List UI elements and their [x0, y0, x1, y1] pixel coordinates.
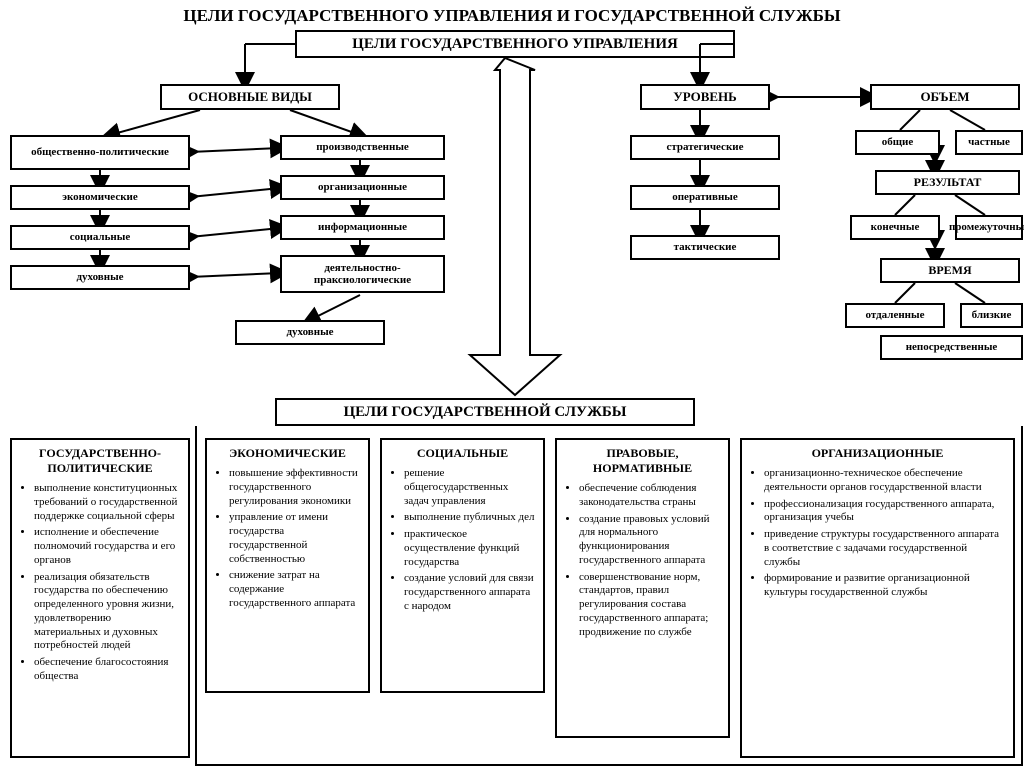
level-operative: оперативные: [630, 185, 780, 210]
goal-social-header: СОЦИАЛЬНЫЕ: [390, 446, 535, 461]
type-social-political: общественно-политические: [10, 135, 190, 170]
goal-economic: ЭКОНОМИЧЕСКИЕ повышение эффективности го…: [205, 438, 370, 693]
level-tactical: тактические: [630, 235, 780, 260]
goal-political-item: исполнение и обеспечение полномочий госу…: [34, 526, 180, 567]
level-header: УРОВЕНЬ: [640, 84, 770, 110]
subtitle-1: ЦЕЛИ ГОСУДАРСТВЕННОГО УПРАВЛЕНИЯ: [295, 30, 735, 58]
goal-social-item: создание условий для связи государственн…: [404, 572, 535, 613]
time-near: близкие: [960, 303, 1023, 328]
goal-economic-header: ЭКОНОМИЧЕСКИЕ: [215, 446, 360, 461]
goal-organizational: ОРГАНИЗАЦИОННЫЕ организационно-техническ…: [740, 438, 1015, 758]
time-header: ВРЕМЯ: [880, 258, 1020, 283]
goal-political: ГОСУДАРСТВЕННО-ПОЛИТИЧЕСКИЕ выполнение к…: [10, 438, 190, 758]
type-spiritual-2: духовные: [235, 320, 385, 345]
type-spiritual: духовные: [10, 265, 190, 290]
type-organizational: организационные: [280, 175, 445, 200]
time-distant: отдаленные: [845, 303, 945, 328]
type-social: социальные: [10, 225, 190, 250]
time-immediate: непосредственные: [880, 335, 1023, 360]
goal-organizational-header: ОРГАНИЗАЦИОННЫЕ: [750, 446, 1005, 461]
volume-header: ОБЪЕМ: [870, 84, 1020, 110]
volume-general: общие: [855, 130, 940, 155]
result-header: РЕЗУЛЬТАТ: [875, 170, 1020, 195]
goal-organizational-item: приведение структуры государственного ап…: [764, 528, 1005, 569]
goal-political-item: реализация обязательств государства по о…: [34, 571, 180, 654]
type-activity-prax: деятельностно-праксиологические: [280, 255, 445, 293]
goal-political-item: обеспечение благосостояния общества: [34, 656, 180, 684]
main-title: ЦЕЛИ ГОСУДАРСТВЕННОГО УПРАВЛЕНИЯ И ГОСУД…: [100, 6, 924, 26]
goal-organizational-item: организационно-техническое обеспечение д…: [764, 467, 1005, 495]
goal-organizational-item: профессионализация государственного аппа…: [764, 498, 1005, 526]
type-informational: информационные: [280, 215, 445, 240]
subtitle-2: ЦЕЛИ ГОСУДАРСТВЕННОЙ СЛУЖБЫ: [275, 398, 695, 426]
goal-organizational-item: формирование и развитие организационной …: [764, 572, 1005, 600]
result-intermediate: промежуточные: [955, 215, 1023, 240]
goal-political-header: ГОСУДАРСТВЕННО-ПОЛИТИЧЕСКИЕ: [20, 446, 180, 476]
volume-partial: частные: [955, 130, 1023, 155]
goal-social: СОЦИАЛЬНЫЕ решение общегосударственных з…: [380, 438, 545, 693]
goal-social-item: решение общегосударственных задач управл…: [404, 467, 535, 508]
goal-economic-item: управление от имени государства государс…: [229, 511, 360, 566]
main-types-header: ОСНОВНЫЕ ВИДЫ: [160, 84, 340, 110]
goal-legal-item: обеспечение соблюдения законодательства …: [579, 482, 720, 510]
goal-social-item: практическое осуществление функций госуд…: [404, 528, 535, 569]
goal-legal-item: совершенствование норм, стандартов, прав…: [579, 571, 720, 640]
goal-legal-header: ПРАВОВЫЕ, НОРМАТИВНЫЕ: [565, 446, 720, 476]
goal-economic-item: снижение затрат на содержание государств…: [229, 569, 360, 610]
goal-political-item: выполнение конституционных требований о …: [34, 482, 180, 523]
goal-legal: ПРАВОВЫЕ, НОРМАТИВНЫЕ обеспечение соблюд…: [555, 438, 730, 738]
goal-legal-item: создание правовых условий для нормальног…: [579, 513, 720, 568]
result-final: конечные: [850, 215, 940, 240]
type-production: производственные: [280, 135, 445, 160]
goal-economic-item: повышение эффективности государственного…: [229, 467, 360, 508]
goal-social-item: выполнение публичных дел: [404, 511, 535, 525]
level-strategic: стратегические: [630, 135, 780, 160]
type-economic: экономические: [10, 185, 190, 210]
